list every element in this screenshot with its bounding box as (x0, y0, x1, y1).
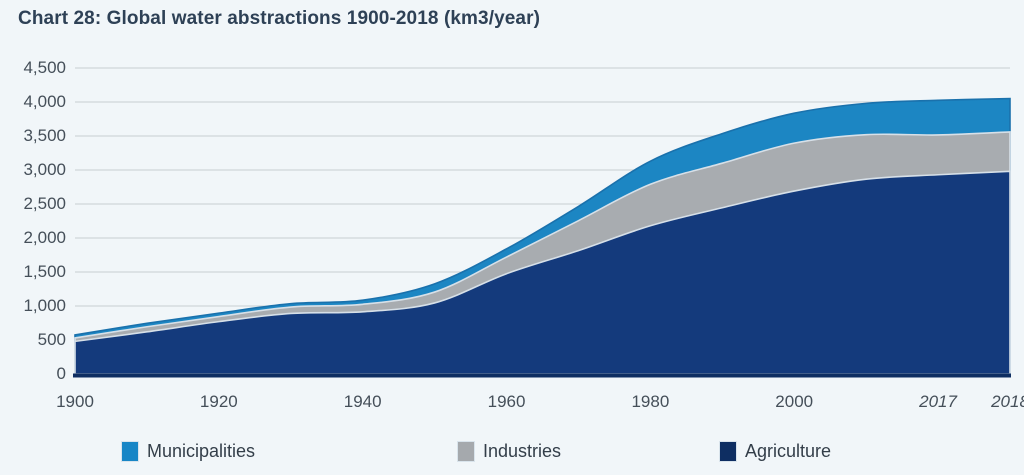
x-tick-label: 1940 (343, 392, 382, 411)
area-agriculture (74, 170, 1011, 375)
x-tick-label: 1900 (56, 392, 94, 411)
y-tick-label: 2,500 (23, 194, 66, 213)
y-tick-label: 4,500 (23, 58, 66, 77)
y-tick-label: 500 (37, 330, 66, 349)
legend-item-municipalities: Municipalities (121, 438, 256, 464)
legend-item-agriculture: Agriculture (719, 438, 832, 464)
x-tick-label: 1960 (487, 392, 526, 411)
y-tick-label: 3,500 (23, 126, 66, 145)
legend-label: Industries (483, 440, 562, 461)
legend-item-industries: Industries (457, 438, 562, 464)
y-tick-label: 4,000 (23, 92, 66, 111)
x-tick-label: 2018 (991, 392, 1024, 411)
y-tick-label: 1,500 (23, 262, 66, 281)
x-tick-label: 2017 (919, 392, 957, 411)
y-tick-label: 1,000 (23, 296, 66, 315)
x-tick-label: 1980 (631, 392, 670, 411)
y-tick-label: 3,000 (23, 160, 66, 179)
agriculture-swatch-icon (719, 440, 737, 462)
x-tick-label: 2000 (775, 392, 814, 411)
y-tick-label: 2,000 (23, 228, 66, 247)
chart-title: Chart 28: Global water abstractions 1900… (18, 8, 540, 29)
legend-label: Municipalities (147, 440, 256, 461)
municipalities-swatch-icon (121, 440, 139, 462)
chart-legend: Municipalities Industries Agriculture (0, 438, 1024, 468)
y-tick-label: 0 (56, 364, 66, 383)
legend-label: Agriculture (745, 440, 832, 461)
x-tick-label: 1920 (199, 392, 238, 411)
industries-swatch-icon (457, 440, 475, 462)
